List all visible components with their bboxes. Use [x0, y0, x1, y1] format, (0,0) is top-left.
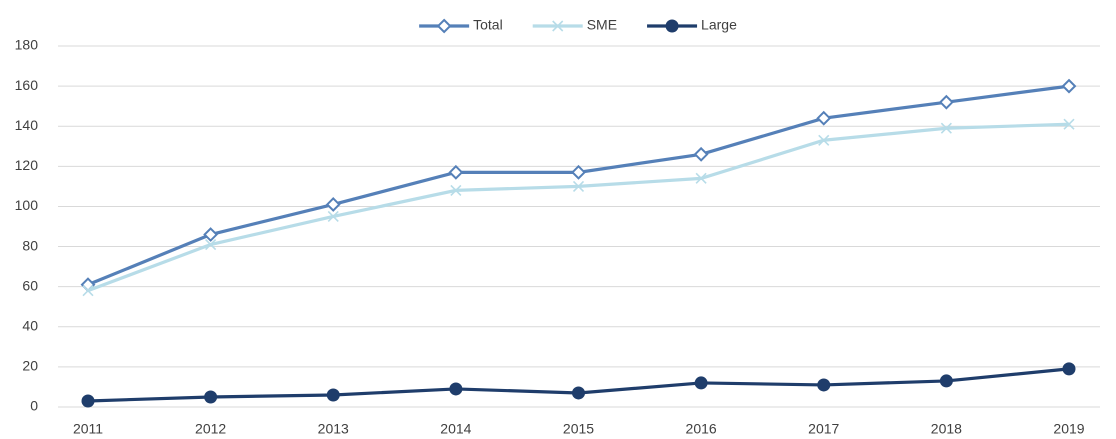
x-tick-label: 2016 [686, 421, 717, 437]
marker [327, 210, 339, 223]
marker [450, 184, 462, 196]
marker [665, 19, 679, 33]
y-tick-label: 120 [15, 157, 39, 173]
y-tick-label: 60 [22, 277, 38, 293]
marker [82, 285, 94, 297]
x-tick-label: 2013 [318, 421, 349, 437]
marker [940, 122, 952, 134]
marker [1061, 78, 1077, 94]
marker [448, 164, 464, 180]
legend-label: SME [587, 17, 617, 33]
legend: Total SME Large [419, 17, 737, 34]
marker [203, 227, 219, 242]
legend-item: SME [532, 17, 617, 33]
y-tick-label: 140 [15, 117, 39, 133]
marker [693, 146, 709, 162]
x-tick-label: 2019 [1053, 421, 1084, 437]
marker [939, 374, 953, 388]
marker [572, 386, 585, 400]
marker [1063, 118, 1075, 130]
x-tick-label: 2015 [563, 421, 594, 437]
x-tick-label: 2018 [931, 421, 962, 437]
x-tick-label: 2011 [73, 421, 103, 437]
legend-item: Large [647, 17, 737, 33]
marker [81, 394, 95, 408]
marker [325, 197, 341, 212]
y-tick-label: 20 [22, 358, 38, 374]
x-tick-label: 2014 [440, 421, 471, 437]
y-tick-label: 80 [22, 237, 38, 253]
marker [205, 238, 217, 251]
marker [1062, 362, 1076, 376]
marker [818, 134, 830, 146]
marker [449, 382, 463, 396]
series-line [87, 122, 1070, 293]
y-tick-label: 100 [15, 197, 39, 213]
legend-label: Total [473, 17, 503, 33]
marker [694, 376, 708, 390]
legend-item: Total [419, 17, 503, 34]
x-tick-label: 2012 [195, 421, 226, 437]
legend-label: Large [701, 17, 737, 33]
marker [204, 390, 218, 404]
marker [816, 110, 832, 126]
marker [817, 378, 831, 392]
marker [938, 94, 954, 110]
y-tick-label: 160 [15, 77, 39, 93]
y-tick-label: 0 [30, 398, 38, 414]
y-tick-label: 40 [22, 317, 38, 333]
marker [571, 164, 586, 180]
marker [572, 180, 585, 192]
marker [436, 18, 452, 34]
marker [695, 172, 707, 184]
marker [326, 388, 340, 402]
marker [552, 20, 564, 32]
x-tick-label: 2017 [808, 421, 839, 437]
y-tick-label: 180 [15, 37, 39, 53]
